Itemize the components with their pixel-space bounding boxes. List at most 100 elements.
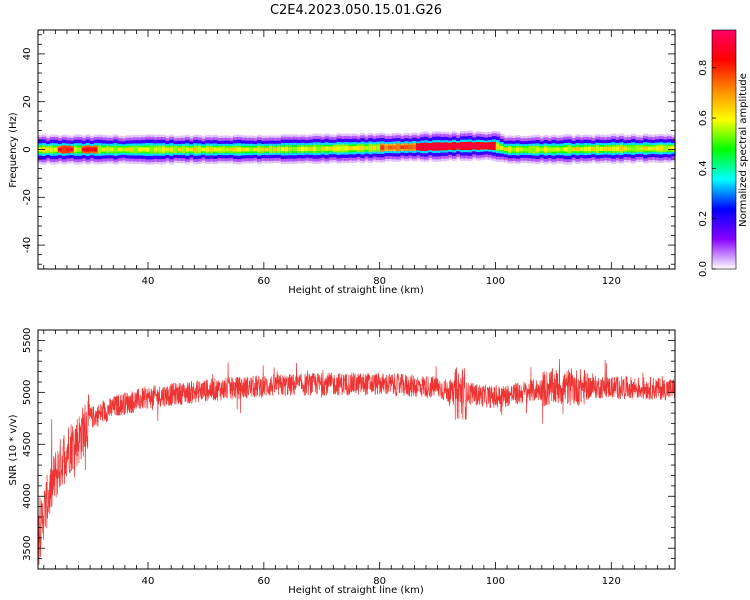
spectrogram-cell: [217, 147, 222, 152]
spectrogram-cell: [109, 147, 115, 152]
spectrogram-xtick-label: 40: [142, 276, 155, 287]
spectrogram-cell: [372, 145, 378, 150]
spectrogram-cell: [603, 146, 608, 151]
spectrogram-cell: [324, 146, 330, 151]
spectrogram-ytick-label: -40: [22, 237, 33, 253]
spectrogram-cell: [229, 147, 234, 152]
spectrogram-cell: [396, 145, 401, 150]
snr-ytick-label: 3500: [22, 535, 33, 560]
snr-ytick-label: 4000: [22, 484, 33, 509]
spectrogram-cell: [579, 147, 585, 152]
spectrogram-cell: [45, 147, 51, 152]
spectrogram-cell: [252, 147, 258, 152]
spectrogram-cell: [671, 146, 676, 151]
spectrogram-cell: [93, 147, 99, 152]
spectrogram-xtick-label: 100: [486, 276, 505, 287]
spectrogram-cell: [655, 146, 660, 151]
spectrogram-cell: [408, 145, 413, 149]
spectrogram-cell: [376, 145, 381, 150]
spectrogram-cell: [663, 146, 668, 151]
spectrogram-cell: [165, 147, 170, 152]
spectrogram-cell: [495, 144, 501, 149]
spectrogram-cell: [125, 147, 131, 152]
spectrogram-cell: [479, 143, 485, 148]
spectrogram-cell: [647, 146, 652, 151]
spectrogram-cell: [515, 147, 521, 152]
snr-ticks: 40 60 80 100 120 3500 4000 4500 5000 5500: [22, 328, 675, 587]
spectrogram-cell: [117, 147, 123, 152]
snr-xtick-label: 80: [373, 576, 386, 587]
colorbar-tick-label: 0.0: [698, 261, 709, 277]
snr-xtick-label: 120: [602, 576, 621, 587]
spectrogram-ytick-label: 40: [22, 48, 33, 61]
spectrogram-cell: [428, 144, 433, 149]
spectrogram-cell: [583, 147, 589, 152]
spectrogram-cell: [264, 147, 270, 152]
spectrogram-xtick-label: 120: [602, 276, 621, 287]
spectrogram-cell: [356, 146, 362, 151]
spectrogram-cell: [129, 147, 135, 152]
spectrogram-cell: [249, 147, 254, 152]
spectrogram-cell: [77, 147, 83, 152]
spectrogram-cell: [304, 146, 310, 151]
spectrogram-cell: [440, 144, 445, 149]
spectrogram-xlabel: Height of straight line (km): [288, 285, 424, 296]
spectrogram-cell: [507, 147, 513, 152]
spectrogram-cell: [316, 146, 322, 151]
spectrogram-panel: 40 60 80 100 120 -40 -20 0 20 40 Height of straig…: [8, 29, 676, 296]
spectrogram-cell: [615, 146, 620, 151]
spectrogram-cell: [651, 146, 656, 151]
spectrogram-cell: [587, 147, 592, 152]
spectrogram-cell: [563, 147, 569, 152]
spectrogram-cell: [364, 146, 370, 150]
colorbar-tick-label: 0.4: [698, 160, 709, 176]
snr-xtick-label: 40: [142, 576, 155, 587]
spectrogram-cell: [89, 147, 95, 152]
colorbar: 0.0 0.2 0.4 0.6 0.8 Normalized spectral ampl…: [698, 29, 749, 277]
spectrogram-cell: [340, 146, 346, 151]
spectrogram-cell: [360, 145, 366, 151]
spectrogram-xtick-label: 80: [373, 276, 386, 287]
spectrogram-cell: [121, 147, 127, 152]
spectrogram-cell: [503, 147, 509, 151]
spectrogram-cell: [392, 145, 397, 150]
spectrogram-cell: [308, 146, 314, 151]
spectrogram-cell: [619, 146, 624, 151]
spectrogram-cell: [85, 147, 91, 152]
spectrogram-cell: [161, 147, 166, 152]
spectrogram-cell: [181, 147, 186, 152]
spectrogram-cell: [272, 147, 278, 152]
spectrogram-cell: [380, 145, 385, 150]
spectrogram-cell: [531, 147, 537, 152]
spectrogram-cell: [137, 147, 143, 152]
spectrogram-cell: [551, 147, 557, 152]
spectrogram-cell: [519, 147, 525, 152]
spectrogram-cell: [344, 146, 350, 151]
spectrogram-cell: [631, 146, 636, 151]
spectrogram-cell: [643, 146, 648, 151]
spectrogram-cell: [105, 147, 111, 152]
spectrogram-cell: [49, 147, 55, 152]
spectrogram-cell: [607, 146, 612, 151]
spectrogram-cell: [141, 147, 147, 152]
spectrogram-cell: [268, 147, 274, 152]
spectrogram-cell: [460, 143, 465, 149]
spectrogram-cell: [571, 147, 577, 152]
spectrogram-cell: [241, 147, 246, 152]
spectrogram-cell: [463, 143, 469, 149]
spectrogram-cell: [627, 146, 632, 151]
spectrogram-cell: [527, 147, 533, 152]
spectrogram-cell: [133, 147, 139, 152]
spectrogram-cell: [412, 144, 417, 150]
spectrogram-cell: [81, 147, 87, 152]
spectrogram-cell: [157, 147, 163, 152]
spectrogram-cell: [420, 144, 425, 149]
snr-frame: [37, 329, 676, 570]
spectrogram-cell: [328, 146, 334, 151]
spectrogram-cell: [456, 144, 461, 148]
spectrogram-cell: [467, 143, 473, 149]
spectrogram-cell: [145, 147, 151, 152]
spectrogram-ylabel: Frequency (Hz): [8, 112, 19, 188]
spectrogram-cell: [595, 146, 600, 152]
colorbar-label: Normalized spectral amplitude: [738, 73, 749, 227]
